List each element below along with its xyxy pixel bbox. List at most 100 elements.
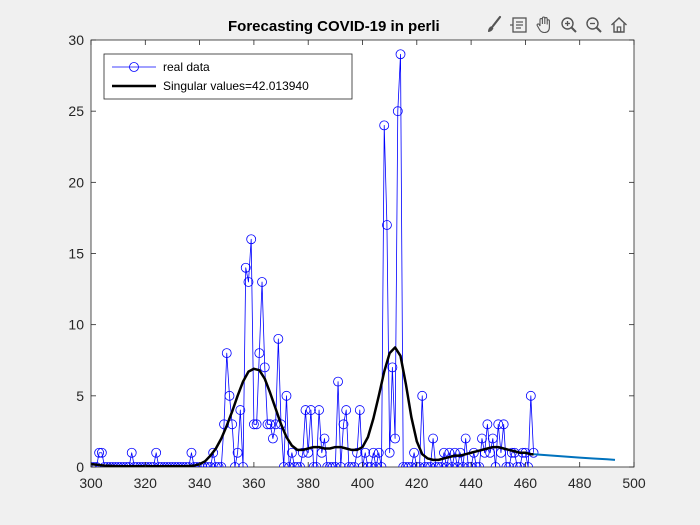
data-point — [240, 262, 251, 273]
data-point — [477, 433, 487, 444]
data-point — [406, 462, 417, 467]
data-point — [107, 462, 118, 467]
x-tick-label: 460 — [514, 475, 538, 491]
data-point — [254, 348, 265, 359]
data-point — [213, 462, 224, 467]
data-point — [105, 462, 115, 467]
data-point — [392, 106, 403, 117]
zoom-in-button[interactable] — [557, 13, 581, 37]
data-point — [382, 220, 392, 230]
home-icon — [611, 17, 627, 33]
data-point — [452, 462, 463, 467]
data-point — [281, 390, 292, 401]
data-point — [409, 447, 419, 458]
data-point — [208, 447, 219, 458]
data-point — [474, 462, 485, 467]
data-point — [276, 419, 286, 430]
data-point — [164, 462, 175, 467]
data-point — [471, 462, 482, 467]
data-point — [91, 462, 102, 467]
data-point — [102, 462, 113, 467]
data-point — [319, 433, 330, 444]
data-point — [151, 447, 162, 458]
data-point — [338, 419, 349, 430]
data-point — [94, 447, 105, 458]
data-point — [289, 462, 300, 467]
x-tick-label: 400 — [351, 475, 375, 491]
data-point — [306, 405, 316, 415]
data-point — [322, 462, 333, 467]
data-point — [91, 462, 99, 467]
legend[interactable]: real data Singular values=42.013940 — [103, 53, 353, 100]
x-tick-label: 440 — [459, 475, 483, 491]
data-tips-button[interactable] — [507, 13, 531, 37]
pan-button[interactable] — [532, 13, 556, 37]
data-point — [487, 433, 498, 444]
data-point — [121, 462, 132, 467]
x-tick-label: 500 — [622, 475, 646, 491]
data-point — [148, 462, 159, 467]
y-tick-label: 15 — [68, 246, 84, 262]
data-point — [441, 462, 452, 467]
legend-label-real-data: real data — [163, 60, 210, 74]
x-tick-label: 340 — [188, 475, 212, 491]
data-point — [126, 447, 137, 458]
data-point — [118, 462, 129, 467]
brush-button[interactable] — [482, 13, 506, 37]
data-point — [175, 462, 186, 467]
data-point — [365, 462, 376, 467]
axis-ticks: 300 320 340 360 380 400 420 440 460 480 500 0 5 10 15 2… — [68, 32, 645, 491]
data-point — [414, 462, 425, 467]
data-point — [425, 462, 436, 467]
data-point — [224, 390, 235, 401]
data-point — [449, 447, 460, 458]
brush-icon — [488, 15, 502, 32]
legend-label-singular-values: Singular values=42.013940 — [163, 79, 309, 93]
data-point — [354, 405, 365, 415]
data-point — [390, 433, 400, 444]
data-point — [284, 462, 295, 467]
data-point — [216, 462, 227, 467]
data-point — [368, 447, 379, 458]
x-tick-label: 360 — [242, 475, 266, 491]
x-tick-label: 300 — [79, 475, 103, 491]
axes-box[interactable] — [90, 39, 635, 468]
data-point — [330, 462, 341, 467]
data-point — [341, 405, 352, 415]
home-button[interactable] — [607, 13, 631, 37]
data-point — [325, 462, 335, 467]
data-point — [420, 462, 430, 467]
data-point — [210, 462, 221, 467]
data-point — [110, 462, 121, 467]
data-point — [159, 462, 170, 467]
y-tick-label: 20 — [68, 174, 84, 190]
data-point — [259, 362, 270, 373]
data-point — [137, 462, 148, 467]
data-point — [458, 462, 468, 467]
data-point — [145, 462, 156, 467]
data-point — [232, 447, 243, 458]
data-point — [335, 462, 346, 467]
data-point — [292, 462, 303, 467]
data-point — [482, 419, 493, 430]
data-point — [287, 447, 297, 458]
data-point — [523, 462, 534, 467]
data-point — [170, 462, 181, 467]
data-point — [422, 462, 433, 467]
data-point — [363, 462, 373, 467]
data-point — [129, 462, 140, 467]
data-point — [278, 462, 289, 467]
zoom-out-button[interactable] — [582, 13, 606, 37]
data-point — [314, 405, 324, 415]
data-point — [172, 462, 183, 467]
x-tick-label: 380 — [297, 475, 321, 491]
data-point — [297, 447, 308, 458]
data-point — [455, 447, 466, 458]
data-point — [515, 462, 525, 467]
data-point — [162, 462, 172, 467]
data-point — [295, 462, 305, 467]
zoom-out-icon — [586, 17, 602, 33]
data-point — [257, 277, 267, 287]
series-line-forecast — [533, 453, 616, 461]
chart-title: Forecasting COVID-19 in perli — [228, 18, 440, 35]
